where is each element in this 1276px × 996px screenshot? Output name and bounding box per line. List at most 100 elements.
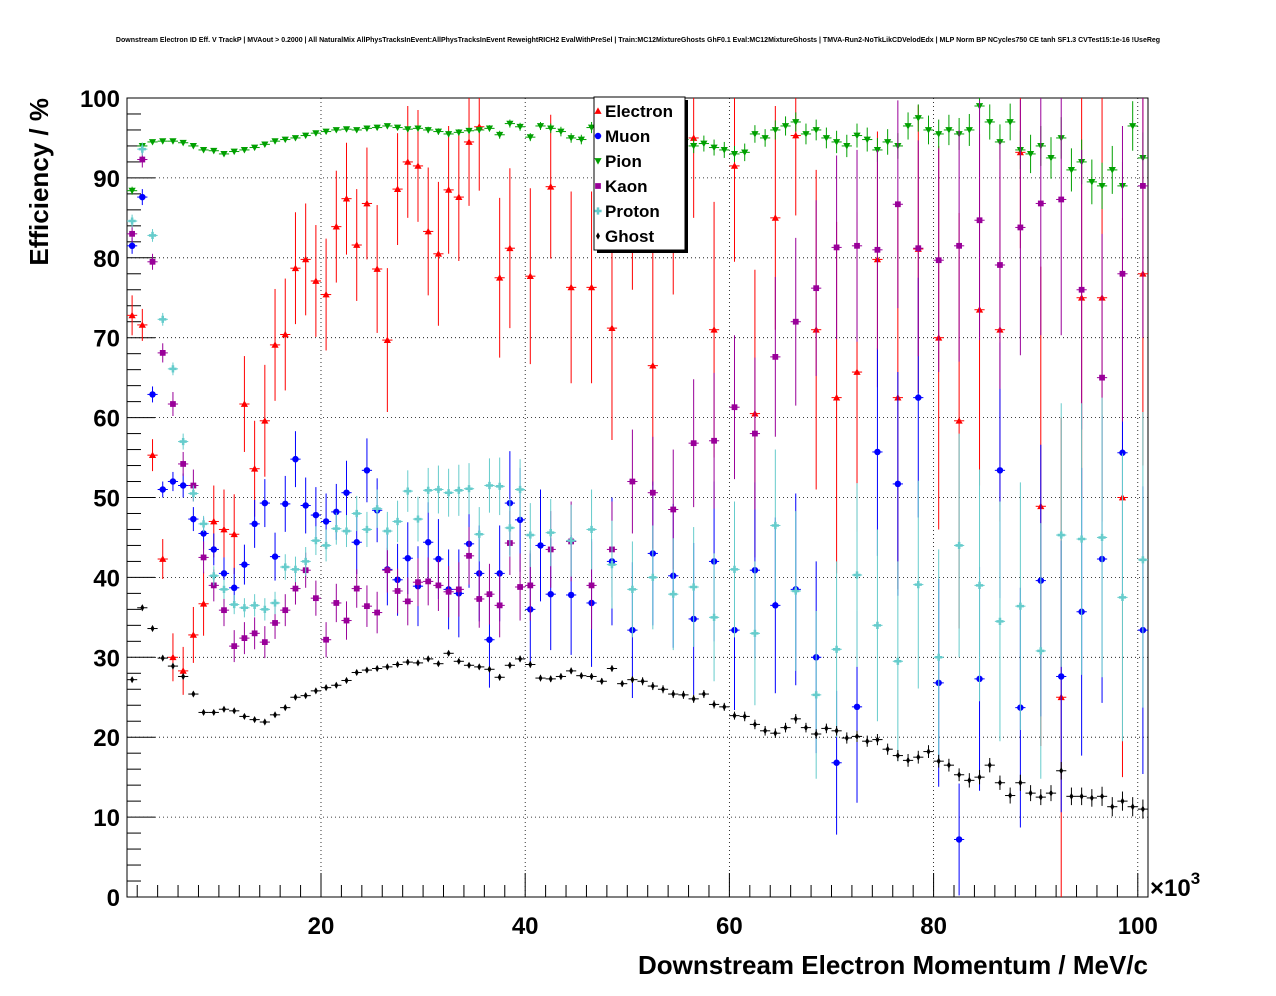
data-point bbox=[997, 779, 1002, 787]
legend-box bbox=[593, 96, 686, 251]
data-point bbox=[987, 761, 992, 769]
legend-label: Proton bbox=[605, 202, 660, 221]
data-point bbox=[783, 724, 788, 732]
data-point bbox=[1098, 533, 1106, 542]
data-point bbox=[383, 336, 391, 343]
data-point bbox=[159, 315, 167, 323]
data-point bbox=[364, 603, 370, 610]
data-point bbox=[241, 635, 248, 642]
data-point bbox=[526, 134, 534, 141]
data-point bbox=[1078, 535, 1086, 543]
data-point bbox=[385, 663, 390, 671]
data-point bbox=[710, 326, 718, 333]
data-point bbox=[200, 530, 207, 537]
data-point bbox=[649, 489, 656, 496]
data-point bbox=[149, 258, 156, 265]
data-point bbox=[383, 527, 391, 535]
data-point bbox=[241, 561, 248, 568]
data-point bbox=[1057, 531, 1065, 539]
data-point bbox=[273, 711, 278, 719]
data-point bbox=[455, 129, 463, 136]
data-point bbox=[191, 690, 196, 698]
x-axis-title: Downstream Electron Momentum / MeV/c bbox=[638, 950, 1148, 980]
data-point bbox=[732, 712, 737, 720]
data-point bbox=[344, 676, 349, 685]
data-point bbox=[342, 527, 351, 535]
data-point bbox=[242, 712, 247, 721]
data-point bbox=[322, 518, 330, 525]
data-point bbox=[128, 217, 136, 225]
data-point bbox=[536, 123, 545, 130]
data-point bbox=[649, 362, 657, 369]
data-point bbox=[435, 555, 442, 563]
data-point bbox=[1088, 179, 1096, 186]
data-point bbox=[159, 555, 167, 562]
data-point bbox=[475, 530, 483, 538]
data-point bbox=[589, 672, 594, 681]
data-point bbox=[465, 138, 473, 145]
data-point bbox=[915, 245, 922, 252]
y-tick-label: 30 bbox=[93, 645, 120, 672]
data-point bbox=[332, 223, 340, 230]
data-point bbox=[282, 500, 289, 508]
data-point bbox=[240, 604, 249, 612]
data-point bbox=[148, 139, 157, 146]
data-point bbox=[332, 525, 340, 533]
data-point bbox=[170, 662, 175, 670]
data-point bbox=[1037, 647, 1045, 655]
data-point bbox=[814, 730, 819, 738]
data-point bbox=[516, 123, 524, 131]
data-point bbox=[363, 199, 371, 207]
data-point bbox=[322, 541, 330, 550]
data-point bbox=[1099, 374, 1105, 381]
data-point bbox=[322, 128, 330, 136]
data-point bbox=[363, 125, 371, 132]
legend-marker bbox=[594, 207, 602, 215]
data-point bbox=[302, 132, 310, 140]
data-point bbox=[210, 147, 218, 155]
data-point bbox=[159, 486, 166, 493]
data-point bbox=[1006, 119, 1014, 126]
data-point bbox=[752, 720, 757, 729]
data-point bbox=[467, 661, 472, 669]
data-point bbox=[180, 461, 187, 467]
data-point bbox=[935, 257, 942, 264]
data-point bbox=[956, 242, 962, 249]
data-point bbox=[690, 583, 698, 591]
data-point bbox=[812, 127, 820, 134]
legend-marker bbox=[595, 183, 601, 189]
data-point bbox=[342, 195, 351, 202]
data-point bbox=[169, 138, 177, 145]
data-point bbox=[894, 201, 901, 208]
x-axis-multiplier-base: ×10 bbox=[1150, 875, 1191, 902]
data-point bbox=[977, 773, 982, 781]
data-point bbox=[916, 753, 921, 761]
data-point bbox=[240, 400, 249, 407]
y-axis-title: Efficiency / % bbox=[24, 98, 54, 266]
data-point bbox=[291, 565, 300, 574]
data-point bbox=[761, 135, 769, 142]
data-point bbox=[587, 283, 596, 291]
data-point bbox=[353, 509, 361, 518]
data-point bbox=[599, 677, 604, 685]
data-point bbox=[853, 571, 861, 579]
data-point bbox=[854, 242, 860, 249]
data-point bbox=[904, 123, 912, 130]
data-point bbox=[393, 517, 402, 526]
data-point bbox=[1139, 556, 1147, 564]
data-point bbox=[650, 682, 655, 690]
data-point bbox=[465, 127, 473, 135]
data-point bbox=[139, 156, 146, 163]
data-point bbox=[281, 136, 289, 144]
x-tick-label: 40 bbox=[512, 913, 539, 940]
data-point bbox=[496, 482, 504, 490]
data-point bbox=[179, 667, 187, 674]
data-point bbox=[334, 681, 339, 689]
data-point bbox=[312, 511, 320, 519]
data-point bbox=[853, 368, 861, 375]
data-point bbox=[506, 244, 514, 252]
data-point bbox=[189, 489, 197, 498]
data-point bbox=[455, 193, 463, 200]
data-point bbox=[537, 542, 544, 549]
data-point bbox=[211, 708, 216, 717]
